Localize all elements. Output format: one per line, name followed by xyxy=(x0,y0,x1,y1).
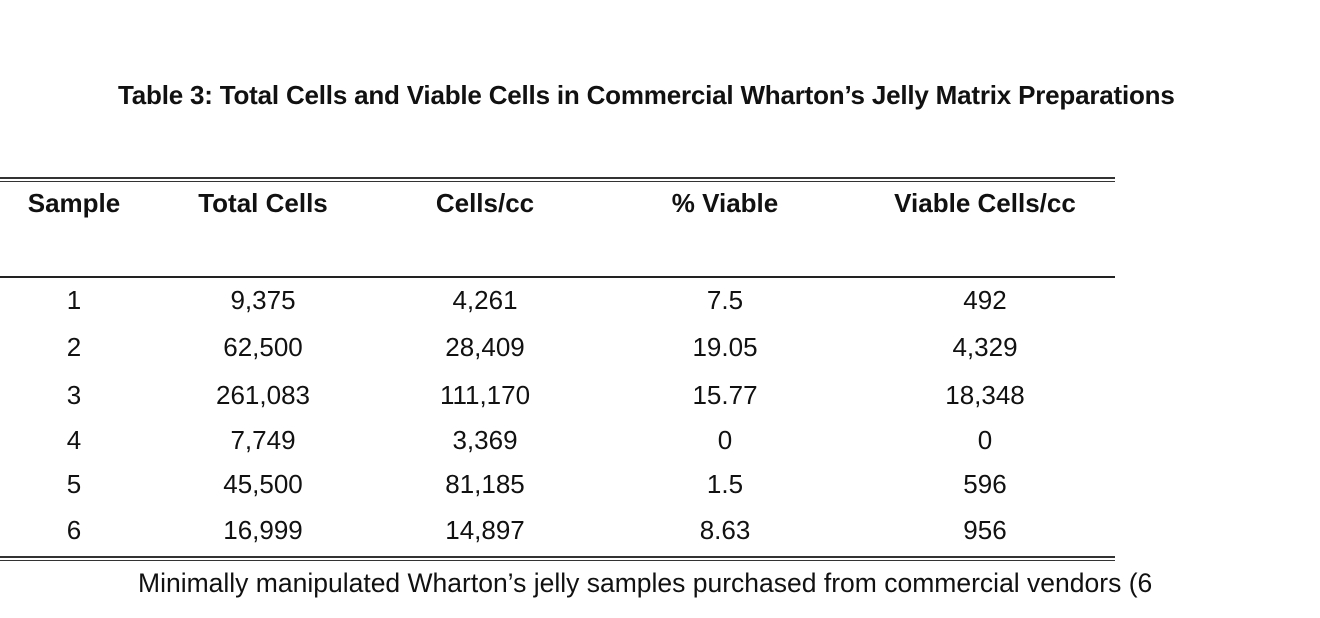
cell-cells-per-cc: 3,369 xyxy=(452,425,518,455)
cell-total-cells: 261,083 xyxy=(216,380,310,410)
table-bottom-rule xyxy=(0,556,1115,561)
cell-total-cells: 62,500 xyxy=(223,332,303,362)
header-percent-viable: % Viable xyxy=(671,188,779,218)
cell-viable-cells-per-cc: 956 xyxy=(963,515,1007,545)
cell-sample: 3 xyxy=(66,380,82,410)
table-header-row: Sample Total Cells Cells/cc % Viable Via… xyxy=(0,183,1115,223)
cell-cells-per-cc: 4,261 xyxy=(452,285,518,315)
cell-cells-per-cc: 28,409 xyxy=(445,332,525,362)
table-row: 3 261,083 111,170 15.77 18,348 xyxy=(0,375,1115,415)
table-top-rule xyxy=(0,177,1115,182)
cell-sample: 6 xyxy=(66,515,82,545)
table-row: 6 16,999 14,897 8.63 956 xyxy=(0,510,1115,550)
header-total-cells: Total Cells xyxy=(198,188,328,218)
cell-cells-per-cc: 14,897 xyxy=(445,515,525,545)
cell-percent-viable: 8.63 xyxy=(699,515,751,545)
table-row: 5 45,500 81,185 1.5 596 xyxy=(0,464,1115,504)
cell-percent-viable: 7.5 xyxy=(706,285,744,315)
cell-percent-viable: 1.5 xyxy=(706,469,744,499)
cell-sample: 2 xyxy=(66,332,82,362)
table-title: Table 3: Total Cells and Viable Cells in… xyxy=(118,80,1175,110)
cell-viable-cells-per-cc: 492 xyxy=(963,285,1007,315)
cell-cells-per-cc: 111,170 xyxy=(439,380,531,410)
header-sample: Sample xyxy=(27,188,121,218)
cell-sample: 4 xyxy=(66,425,82,455)
header-rule xyxy=(0,276,1115,278)
cell-total-cells: 16,999 xyxy=(223,515,303,545)
cell-total-cells: 45,500 xyxy=(223,469,303,499)
cell-viable-cells-per-cc: 4,329 xyxy=(952,332,1018,362)
cell-percent-viable: 19.05 xyxy=(692,332,758,362)
caption: Minimally manipulated Wharton’s jelly sa… xyxy=(138,568,1153,598)
cell-viable-cells-per-cc: 596 xyxy=(963,469,1007,499)
table-row: 2 62,500 28,409 19.05 4,329 xyxy=(0,327,1115,367)
cell-cells-per-cc: 81,185 xyxy=(445,469,525,499)
cell-viable-cells-per-cc: 0 xyxy=(977,425,993,455)
cell-sample: 1 xyxy=(66,285,82,315)
cell-percent-viable: 15.77 xyxy=(692,380,758,410)
table-row: 1 9,375 4,261 7.5 492 xyxy=(0,280,1115,320)
cell-total-cells: 7,749 xyxy=(230,425,296,455)
table-row: 4 7,749 3,369 0 0 xyxy=(0,420,1115,460)
header-viable-cells-per-cc: Viable Cells/cc xyxy=(894,188,1076,218)
cell-percent-viable: 0 xyxy=(717,425,733,455)
cell-sample: 5 xyxy=(66,469,82,499)
header-cells-per-cc: Cells/cc xyxy=(435,188,535,218)
cell-viable-cells-per-cc: 18,348 xyxy=(945,380,1025,410)
cell-total-cells: 9,375 xyxy=(230,285,296,315)
